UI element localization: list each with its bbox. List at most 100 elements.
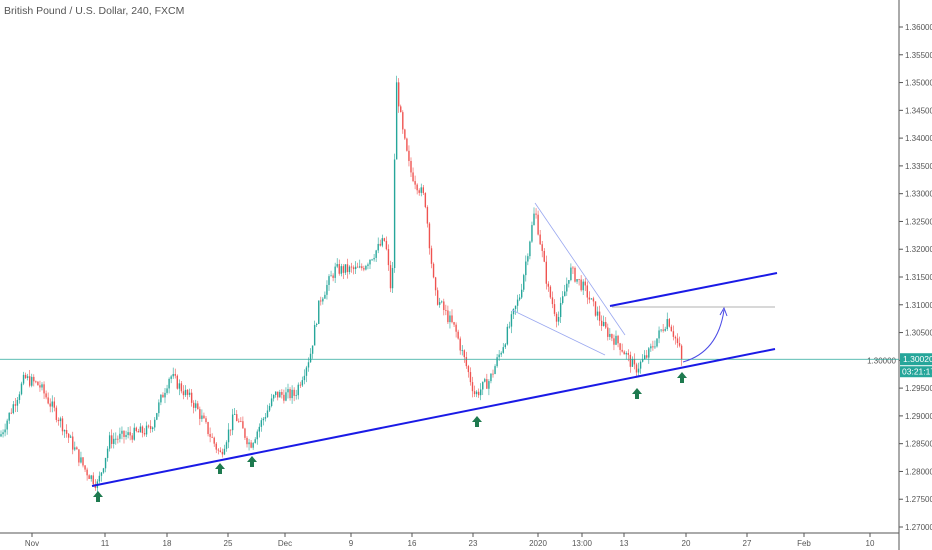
candle-body [131, 435, 133, 440]
candle-body [361, 266, 363, 269]
price-tick-label: 1.30000 [867, 356, 896, 365]
candle-body [92, 475, 94, 485]
candle-body [586, 285, 588, 298]
arrow-up-icon[interactable] [472, 416, 482, 427]
candle-body [336, 264, 338, 267]
candle-body [166, 388, 168, 393]
arrow-up-icon[interactable] [677, 372, 687, 383]
candle-body [650, 346, 652, 349]
candle-body [164, 392, 166, 398]
candle-body [373, 257, 375, 260]
candle-body [424, 193, 427, 208]
candle-body [168, 378, 170, 389]
arrow-up-icon[interactable] [215, 463, 225, 474]
candle-body [605, 321, 607, 328]
candle-body [344, 264, 347, 273]
candle-body [182, 391, 185, 396]
time-tick-label: Nov [25, 539, 39, 548]
wedge-upper-line[interactable] [534, 202, 626, 336]
candle-body [229, 429, 232, 431]
projection-curve-arrow[interactable] [682, 309, 725, 363]
candle-body [613, 338, 615, 345]
resistance-trendline[interactable] [609, 272, 778, 307]
candle-body [672, 331, 675, 337]
candle-body [31, 376, 33, 386]
candle-body [338, 264, 340, 274]
candle-body [482, 381, 484, 390]
candle-body [463, 350, 465, 358]
candle-body [225, 442, 228, 449]
time-tick-label: Dec [278, 539, 292, 548]
candle-body [123, 430, 125, 437]
candle-body [664, 328, 666, 331]
candle-body [242, 421, 244, 429]
candle-body [410, 160, 412, 173]
candle-body [551, 297, 554, 305]
candle-body [272, 394, 275, 399]
candle-body [535, 213, 537, 215]
candle-body [391, 268, 394, 289]
candle-body [662, 329, 664, 331]
candle-body [414, 181, 416, 185]
candle-body [149, 426, 152, 430]
candle-body [572, 267, 574, 269]
candle-body [564, 291, 566, 297]
time-tick-label: 13 [620, 539, 629, 548]
candle-body [176, 375, 178, 389]
arrow-up-icon[interactable] [632, 388, 642, 399]
candle-body [254, 439, 256, 443]
candle-body [629, 354, 632, 367]
candle-body [16, 399, 19, 406]
candle-body [512, 308, 515, 315]
candle-body [55, 407, 58, 420]
time-tick-label: 10 [866, 539, 875, 548]
arrow-up-icon[interactable] [93, 491, 103, 502]
candle-body [311, 345, 314, 354]
arrow-up-icon[interactable] [247, 456, 257, 467]
candle-body [26, 376, 29, 378]
candle-body [471, 382, 474, 392]
candle-body [127, 432, 129, 436]
candle-body [215, 443, 217, 450]
candle-body [170, 376, 172, 379]
candle-body [53, 401, 55, 408]
candle-body [461, 350, 463, 352]
candle-body [51, 401, 53, 407]
time-tick-label: 11 [101, 539, 110, 548]
support-trendline[interactable] [91, 348, 776, 487]
candle-body [371, 259, 373, 261]
wedge-lower-line[interactable] [511, 309, 606, 356]
price-tick-label: 1.33000 [905, 190, 932, 199]
bar-countdown: 03:21:17 [902, 367, 932, 377]
candle-body [578, 279, 580, 280]
candle-body [334, 266, 336, 278]
candle-body [547, 283, 550, 287]
candle-body [188, 392, 191, 395]
candle-body [631, 359, 634, 367]
candle-body [426, 207, 429, 224]
candle-body [285, 392, 287, 401]
candle-body [508, 326, 511, 328]
candle-body [480, 389, 482, 396]
candle-body [488, 381, 490, 389]
candles [0, 75, 683, 495]
candle-body [98, 475, 101, 482]
candle-body [582, 281, 584, 291]
candle-body [279, 392, 281, 398]
candle-body [76, 447, 78, 450]
candle-body [256, 431, 258, 440]
candle-body [223, 448, 226, 455]
candle-body [625, 353, 627, 355]
price-tick-label: 1.32500 [905, 217, 932, 226]
time-tick-label: 25 [224, 539, 233, 548]
candle-body [22, 374, 25, 384]
candle-body [576, 279, 578, 282]
candle-body [121, 430, 123, 434]
candle-body [45, 393, 47, 398]
candle-body [209, 434, 211, 437]
candle-body [268, 405, 271, 411]
candle-body [350, 266, 353, 268]
candle-body [275, 391, 277, 395]
candle-body [125, 435, 127, 437]
